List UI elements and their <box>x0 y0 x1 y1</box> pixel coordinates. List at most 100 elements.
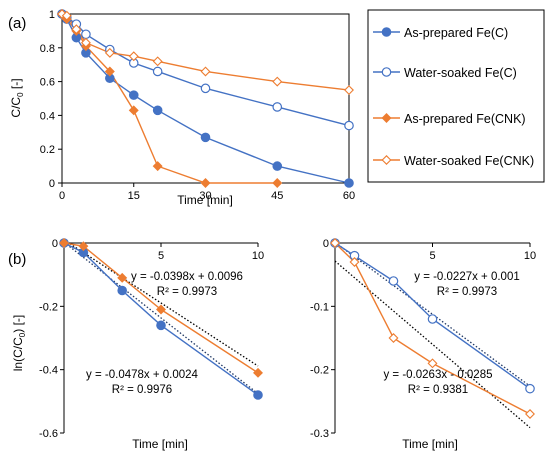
x-tick-label: 10 <box>524 250 536 262</box>
data-point <box>427 358 438 369</box>
y-tick-label: -0.6 <box>39 428 58 440</box>
svg-text:C/C0 [-]: C/C0 [-] <box>9 78 25 117</box>
data-point <box>272 161 283 171</box>
y-tick-label: -0.4 <box>39 365 58 377</box>
panel-label-b: (b) <box>8 251 26 268</box>
y-tick-label: -0.1 <box>310 301 329 313</box>
data-point <box>104 47 115 58</box>
y-axis-title-main-a: C/C <box>9 97 23 118</box>
x-tick-label: 10 <box>252 250 264 262</box>
data-point <box>61 10 72 21</box>
x-axis-title-a: Time [min] <box>177 193 233 207</box>
data-point <box>388 276 399 286</box>
data-point <box>344 120 354 131</box>
svg-text:ln(C/C0) [-]: ln(C/C0) [-] <box>11 315 27 371</box>
x-axis-title-b-left: Time [min] <box>132 437 188 451</box>
y-tick-label: 0 <box>49 178 55 190</box>
data-point <box>128 90 139 100</box>
data-point <box>152 56 163 67</box>
data-point <box>525 409 535 419</box>
chart-panel-b-left: (b) ln(C/C0) [-] -0.6-0.4-0.205 10 y = -0… <box>8 238 264 451</box>
y-axis-title-sub-b: 0 <box>18 332 27 337</box>
data-point <box>152 161 163 172</box>
x-tick-label: 45 <box>271 190 283 202</box>
y-tick-label: -0.2 <box>39 301 58 313</box>
data-point <box>525 383 535 394</box>
panel-label-a: (a) <box>8 15 26 32</box>
legend-label: As-prepared Fe(C) <box>404 26 508 40</box>
trendline-r2: R² = 0.9976 <box>112 384 172 396</box>
data-point <box>156 320 166 331</box>
data-point <box>81 29 91 40</box>
data-point <box>200 178 211 188</box>
legend-label: Water-soaked Fe(CNK) <box>404 154 534 168</box>
data-point <box>253 367 263 378</box>
y-tick-label: 0.6 <box>40 77 55 89</box>
legend-marker <box>381 67 392 77</box>
x-tick-label: 30 <box>199 190 211 202</box>
plot-area-a <box>61 13 350 184</box>
data-point <box>80 37 91 48</box>
trendline-r2: R² = 0.9973 <box>437 286 497 298</box>
data-point <box>388 333 399 343</box>
y-tick-label: -0.2 <box>310 365 329 377</box>
x-tick-label: 60 <box>343 190 355 202</box>
data-point <box>272 102 283 112</box>
x-tick-label: 0 <box>59 190 65 202</box>
legend-marker <box>381 155 392 165</box>
data-point <box>117 285 127 296</box>
y-axis-title-unit-b: ) [-] <box>11 315 25 333</box>
data-point <box>152 105 163 116</box>
data-point <box>117 272 128 283</box>
y-tick-label: 0.2 <box>40 144 55 156</box>
data-point <box>200 83 211 94</box>
chart-panel-b-right: -0.3 -0.2 -0.1 0 5 10 y = -0.0227x + 0.001 R² … <box>310 238 536 451</box>
trendline-equation: y = -0.0227x + 0.001 <box>414 271 520 283</box>
data-point <box>152 66 163 77</box>
data-point <box>71 24 82 35</box>
trendline-equation: y = -0.0478x + 0.0024 <box>86 369 198 381</box>
data-point <box>427 314 438 324</box>
y-axis-title-main-b: ln(C/C <box>11 337 25 371</box>
data-point <box>78 241 89 252</box>
legend-label: As-prepared Fe(CNK) <box>404 112 526 126</box>
trendline <box>63 239 259 367</box>
trendline-r2: R² = 0.9973 <box>157 286 217 298</box>
data-point <box>330 238 340 248</box>
data-point <box>156 304 166 315</box>
y-axis-title-b: ln(C/C0) [-] <box>11 315 27 371</box>
data-point <box>128 51 139 62</box>
legend: As-prepared Fe(C) Water-soaked Fe(C) As-pr… <box>367 9 545 183</box>
data-point <box>272 178 283 188</box>
series-line-4 <box>61 13 350 91</box>
legend-marker <box>381 113 392 123</box>
y-tick-label: 0 <box>52 238 58 250</box>
data-point <box>344 178 354 188</box>
y-axis-title-a: C/C0 [-] <box>9 78 25 117</box>
y-tick-label: 1 <box>49 9 55 21</box>
data-point <box>200 66 211 77</box>
chart-panel-a: (a) C/C0 [-] 00.20.40.60.810 15 30 45 60 Tim… <box>8 9 355 207</box>
x-axis-title-b-right: Time [min] <box>402 437 458 451</box>
series-line-1 <box>61 13 350 184</box>
y-axis-title-unit-a: [-] <box>9 78 23 92</box>
legend-box <box>367 9 545 183</box>
y-tick-label: -0.3 <box>310 428 329 440</box>
x-tick-label: 15 <box>128 190 140 202</box>
legend-label: Water-soaked Fe(C) <box>404 66 517 80</box>
legend-marker <box>381 27 392 37</box>
y-tick-label: 0 <box>323 238 329 250</box>
trendline <box>63 241 259 395</box>
data-point <box>59 238 69 248</box>
y-axis-title-sub-a: 0 <box>16 92 25 97</box>
data-point <box>104 66 115 77</box>
data-point <box>200 132 211 143</box>
trendline <box>334 260 531 429</box>
x-tick-label: 5 <box>429 250 435 262</box>
x-tick-label: 5 <box>158 250 164 262</box>
data-point <box>128 105 139 116</box>
data-point <box>253 390 263 400</box>
y-tick-label: 0.8 <box>40 43 55 55</box>
trendline-equation: y = -0.0263x - 0.0285 <box>383 369 492 381</box>
